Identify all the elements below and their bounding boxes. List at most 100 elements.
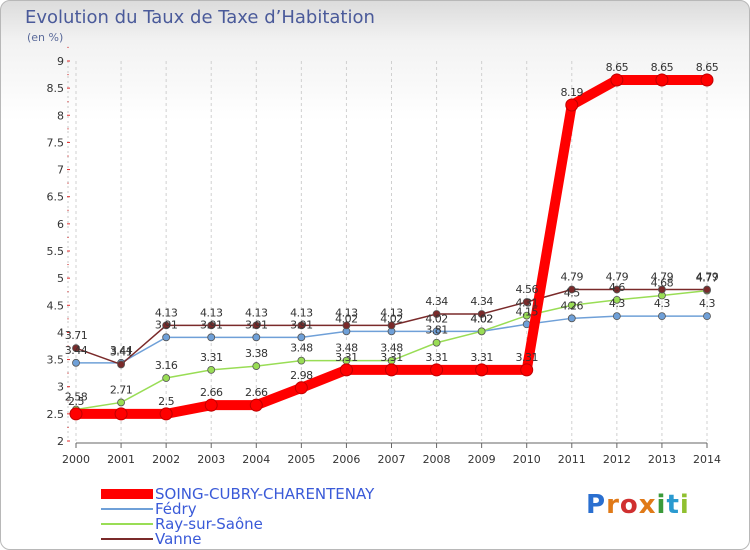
chart-subtitle: (en %) — [27, 31, 64, 44]
data-label: 3.31 — [335, 351, 358, 364]
y-tick-label: 7.5 — [47, 136, 65, 149]
data-label: 4.02 — [470, 312, 493, 325]
logo-letter: r — [606, 490, 620, 520]
y-tick-label: 4 — [57, 326, 64, 339]
legend-swatch — [101, 489, 153, 499]
data-label: 4.79 — [606, 271, 629, 284]
data-label: 3.44 — [65, 344, 88, 357]
legend-item: SOING-CUBRY-CHARENTENAY — [101, 486, 374, 502]
data-point — [339, 363, 353, 377]
y-tick-label: 6 — [57, 218, 64, 231]
y-tick-label: 7 — [57, 164, 64, 177]
data-point — [385, 363, 398, 377]
data-point — [655, 73, 669, 87]
data-point — [565, 98, 579, 112]
data-point — [522, 311, 531, 320]
data-point — [342, 321, 351, 330]
data-point — [475, 363, 489, 377]
data-label: 3.16 — [155, 359, 178, 372]
data-point — [162, 333, 171, 342]
x-tick-label: 2011 — [558, 453, 586, 466]
data-point — [612, 295, 621, 304]
chart-title: Evolution du Taux de Taxe d’Habitation — [25, 7, 375, 28]
data-point — [162, 321, 171, 330]
data-label: 3.41 — [110, 345, 133, 358]
y-tick-label: 6.5 — [47, 191, 65, 204]
data-label: 4.79 — [561, 271, 584, 284]
y-tick-label: 5 — [57, 272, 64, 285]
data-point — [297, 356, 306, 365]
x-tick-label: 2006 — [332, 453, 360, 466]
data-label: 3.71 — [65, 329, 88, 342]
data-point — [610, 73, 624, 87]
data-point — [207, 321, 216, 330]
series-0 — [69, 73, 714, 421]
data-label: 3.44 — [110, 344, 133, 357]
data-point — [252, 321, 261, 330]
data-label: 3.48 — [290, 342, 313, 355]
data-point — [700, 73, 714, 87]
legend-item: Fédry — [101, 501, 197, 517]
x-tick-label: 2001 — [107, 453, 135, 466]
data-label: 4.34 — [425, 295, 448, 308]
data-point — [612, 312, 621, 321]
y-tick-label: 4.5 — [47, 299, 65, 312]
data-label: 4.3 — [609, 297, 625, 310]
data-label: 3.81 — [425, 324, 448, 337]
data-label: 4.79 — [696, 271, 719, 284]
data-point — [432, 338, 441, 347]
legend-swatch — [101, 508, 153, 510]
data-label: 3.31 — [515, 351, 538, 364]
data-point — [117, 360, 125, 369]
data-point — [294, 381, 308, 395]
data-point — [72, 358, 80, 367]
data-label: 2.66 — [245, 386, 268, 399]
data-point — [207, 365, 216, 374]
data-point — [658, 312, 666, 321]
data-point — [703, 285, 711, 294]
x-tick-label: 2009 — [468, 453, 496, 466]
data-label: 8.65 — [651, 61, 674, 74]
legend-swatch — [101, 523, 153, 525]
data-label: 4.68 — [651, 277, 674, 290]
data-label: 3.91 — [155, 318, 178, 331]
data-label: 4.13 — [380, 306, 403, 319]
data-point — [612, 285, 621, 294]
logo-letter: P — [586, 490, 607, 520]
data-point — [567, 285, 576, 294]
data-label: 3.91 — [290, 318, 313, 331]
data-point — [567, 314, 576, 323]
data-point — [477, 327, 486, 336]
x-tick-label: 2007 — [378, 453, 406, 466]
data-point — [430, 363, 444, 377]
legend-label: Fédry — [155, 500, 197, 518]
data-label: 3.48 — [335, 342, 358, 355]
data-point — [297, 333, 306, 342]
data-label: 4.13 — [155, 306, 178, 319]
data-label: 2.5 — [158, 395, 174, 408]
x-tick-label: 2004 — [242, 453, 270, 466]
data-point — [432, 310, 441, 318]
data-label: 4.02 — [335, 312, 358, 325]
data-label: 4.6 — [609, 281, 625, 294]
legend-label: Vanne — [155, 530, 202, 548]
data-label: 4.3 — [654, 297, 670, 310]
data-label: 3.31 — [470, 351, 493, 364]
data-point — [117, 398, 125, 407]
legend-item: Ray-sur-Saône — [101, 516, 263, 532]
legend-label: SOING-CUBRY-CHARENTENAY — [155, 485, 375, 503]
data-point — [114, 407, 128, 421]
data-point — [204, 398, 218, 412]
data-point — [520, 363, 534, 377]
logo-letter: i — [679, 490, 690, 520]
y-tick-label: 5.5 — [47, 245, 65, 258]
data-label: 3.91 — [245, 318, 268, 331]
data-label: 4.26 — [561, 299, 584, 312]
data-label: 4.02 — [380, 312, 403, 325]
x-tick-label: 2012 — [603, 453, 631, 466]
data-label: 4.15 — [515, 305, 538, 318]
data-label: 8.19 — [561, 86, 584, 99]
data-label: 2.98 — [290, 369, 313, 382]
logo-letter: t — [666, 490, 680, 520]
data-label: 3.31 — [425, 351, 448, 364]
